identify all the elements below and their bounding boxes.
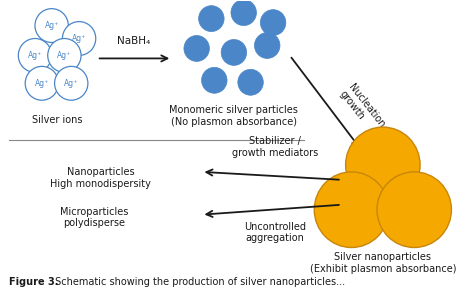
Text: Ag⁺: Ag⁺ [64,79,78,88]
Text: Silver ions: Silver ions [32,115,83,125]
Text: Microparticles
polydisperse: Microparticles polydisperse [60,207,128,228]
Circle shape [238,69,263,95]
Text: Nucleation
growth: Nucleation growth [337,81,386,136]
Text: Figure 3.: Figure 3. [9,277,58,288]
Circle shape [63,22,96,55]
Text: Stabilizer /
growth mediators: Stabilizer / growth mediators [232,136,318,158]
Text: Ag⁺: Ag⁺ [72,34,86,43]
Text: Silver nanoparticles
(Exhibit plasmon absorbance): Silver nanoparticles (Exhibit plasmon ab… [310,253,456,274]
Text: Ag⁺: Ag⁺ [35,79,49,88]
Circle shape [18,38,52,72]
Circle shape [377,172,451,248]
Circle shape [25,66,58,100]
Text: Ag⁺: Ag⁺ [57,51,72,60]
Circle shape [55,66,88,100]
Circle shape [231,0,256,26]
Circle shape [184,36,210,61]
Text: Monomeric silver particles
(No plasmon absorbance): Monomeric silver particles (No plasmon a… [170,105,298,127]
Circle shape [314,172,389,248]
Circle shape [255,33,280,58]
Text: NaBH₄: NaBH₄ [118,36,151,47]
Circle shape [35,9,68,42]
Text: Ag⁺: Ag⁺ [45,21,59,30]
Circle shape [199,6,224,31]
Circle shape [48,38,81,72]
Circle shape [221,40,246,65]
Circle shape [260,10,286,36]
Text: Nanoparticles
High monodispersity: Nanoparticles High monodispersity [50,167,151,189]
Text: Ag⁺: Ag⁺ [28,51,42,60]
Text: Schematic showing the production of silver nanoparticles...: Schematic showing the production of silv… [52,277,345,288]
Circle shape [346,127,420,203]
Circle shape [201,68,227,93]
Text: Uncontrolled
aggregation: Uncontrolled aggregation [244,222,306,243]
